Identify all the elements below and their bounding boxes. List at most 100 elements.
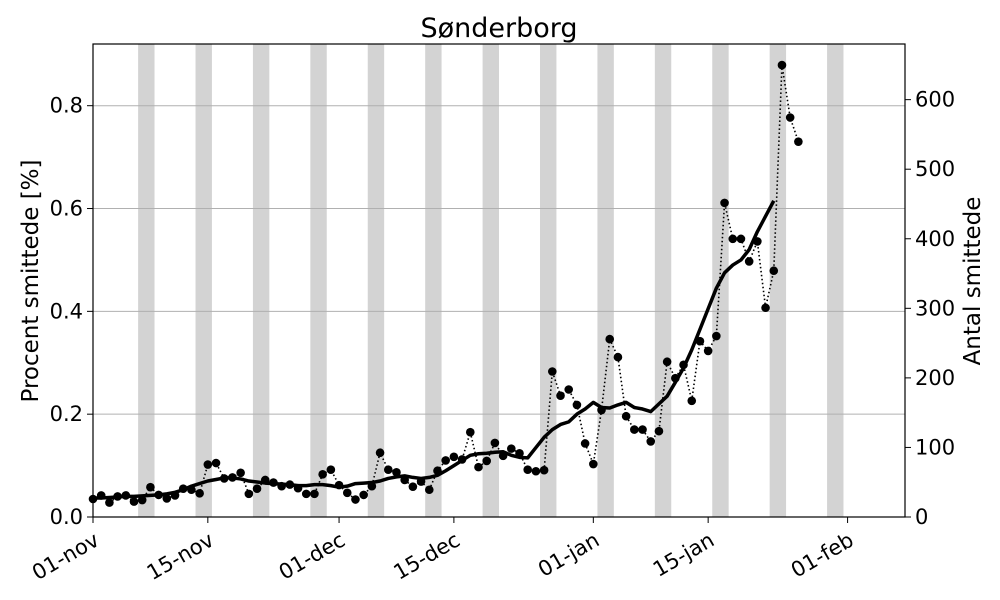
daily-point bbox=[597, 405, 606, 415]
daily-point bbox=[490, 438, 500, 448]
daily-point bbox=[244, 489, 254, 499]
daily-point bbox=[441, 456, 450, 465]
daily-point bbox=[293, 483, 303, 493]
daily-point bbox=[654, 426, 664, 436]
y-tick-label: 0.4 bbox=[50, 299, 83, 323]
daily-point bbox=[753, 237, 762, 246]
weekend-band bbox=[195, 44, 212, 517]
daily-point bbox=[474, 462, 483, 472]
daily-point bbox=[457, 455, 467, 464]
x-tick-label: 01-dec bbox=[275, 528, 349, 585]
daily-point bbox=[383, 465, 393, 475]
daily-point bbox=[285, 480, 295, 489]
daily-point bbox=[408, 482, 418, 491]
x-tick-label: 01-nov bbox=[28, 528, 103, 585]
avg-line bbox=[93, 199, 776, 500]
daily-point bbox=[367, 481, 377, 491]
daily-point bbox=[154, 490, 163, 500]
daily-point bbox=[146, 482, 155, 492]
daily-point bbox=[129, 497, 139, 506]
chart-title: Sønderborg bbox=[420, 13, 577, 44]
y2-tick-label: 0 bbox=[915, 505, 928, 529]
weekend-band bbox=[425, 44, 442, 517]
daily-point bbox=[580, 439, 590, 448]
daily-point bbox=[589, 459, 598, 469]
y-tick-label: 0.8 bbox=[50, 94, 83, 118]
daily-point bbox=[679, 360, 688, 370]
daily-point bbox=[646, 437, 656, 446]
daily-point bbox=[613, 352, 623, 362]
daily-point bbox=[351, 495, 360, 504]
y-tick-label: 0.6 bbox=[50, 197, 83, 221]
daily-point bbox=[269, 478, 278, 487]
y-tick-label: 0.2 bbox=[50, 402, 83, 426]
plot-frame bbox=[92, 43, 906, 518]
daily-point bbox=[728, 234, 738, 244]
y-axis-left: 0.0 0.2 0.4 0.6 0.8 bbox=[50, 94, 93, 529]
daily-point bbox=[326, 465, 336, 475]
weekend-band bbox=[540, 44, 557, 517]
daily-point bbox=[515, 448, 524, 458]
daily-point bbox=[531, 466, 541, 476]
daily-point bbox=[621, 411, 631, 421]
daily-point bbox=[310, 489, 319, 499]
daily-point bbox=[203, 460, 213, 469]
daily-point bbox=[219, 474, 229, 483]
x-tick-label: 15-nov bbox=[143, 528, 218, 585]
y-tick-label: 0.0 bbox=[50, 505, 83, 529]
y-axis-label: Procent smittede [%] bbox=[18, 159, 44, 402]
weekend-band bbox=[654, 44, 672, 517]
daily-series bbox=[88, 60, 803, 507]
y2-tick-label: 100 bbox=[915, 435, 955, 459]
y-axis-right: 0 100 200 300 400 500 600 bbox=[905, 88, 955, 529]
x-tick-label: 15-dec bbox=[390, 528, 464, 585]
daily-point bbox=[539, 465, 549, 475]
x-axis: 01-nov 15-nov 01-dec 15-dec 01-jan 15-jan 01-f… bbox=[28, 517, 858, 585]
daily-point bbox=[507, 444, 516, 453]
daily-point bbox=[785, 113, 795, 122]
daily-point bbox=[498, 451, 508, 461]
daily-point bbox=[703, 346, 713, 356]
daily-point bbox=[564, 385, 574, 394]
daily-point bbox=[465, 427, 475, 437]
y2-tick-label: 200 bbox=[915, 366, 955, 390]
daily-point bbox=[744, 257, 754, 266]
daily-point bbox=[416, 477, 426, 486]
daily-point bbox=[178, 484, 188, 494]
daily-point bbox=[720, 198, 729, 208]
daily-point bbox=[137, 495, 147, 505]
daily-point bbox=[556, 391, 565, 400]
daily-point bbox=[96, 491, 106, 500]
daily-point bbox=[318, 470, 327, 479]
daily-point bbox=[105, 498, 114, 507]
daily-point bbox=[260, 475, 270, 485]
weekend-band bbox=[827, 44, 844, 517]
daily-point bbox=[113, 492, 122, 501]
x-tick-label: 15-jan bbox=[649, 528, 718, 582]
y2-axis-label: Antal smittede bbox=[960, 197, 986, 366]
daily-point bbox=[794, 137, 803, 146]
daily-point bbox=[424, 485, 434, 495]
daily-point bbox=[761, 303, 770, 313]
y2-tick-label: 400 bbox=[915, 227, 955, 251]
weekend-band bbox=[138, 44, 155, 517]
daily-point bbox=[449, 452, 459, 462]
y2-tick-label: 500 bbox=[915, 157, 955, 181]
daily-point bbox=[334, 480, 344, 490]
daily-point bbox=[630, 425, 639, 434]
daily-point bbox=[375, 448, 385, 458]
daily-point bbox=[605, 334, 615, 344]
daily-point bbox=[712, 331, 721, 341]
daily-point bbox=[211, 458, 221, 468]
daily-point bbox=[342, 488, 352, 498]
daily-point bbox=[400, 475, 409, 485]
daily-point bbox=[277, 481, 286, 491]
daily-point bbox=[121, 491, 131, 500]
y2-tick-label: 300 bbox=[915, 296, 955, 320]
daily-point bbox=[359, 490, 368, 500]
daily-point bbox=[777, 60, 787, 70]
weekend-bands bbox=[138, 44, 844, 517]
daily-point bbox=[433, 466, 442, 476]
daily-point bbox=[170, 491, 180, 500]
daily-point bbox=[301, 489, 311, 499]
